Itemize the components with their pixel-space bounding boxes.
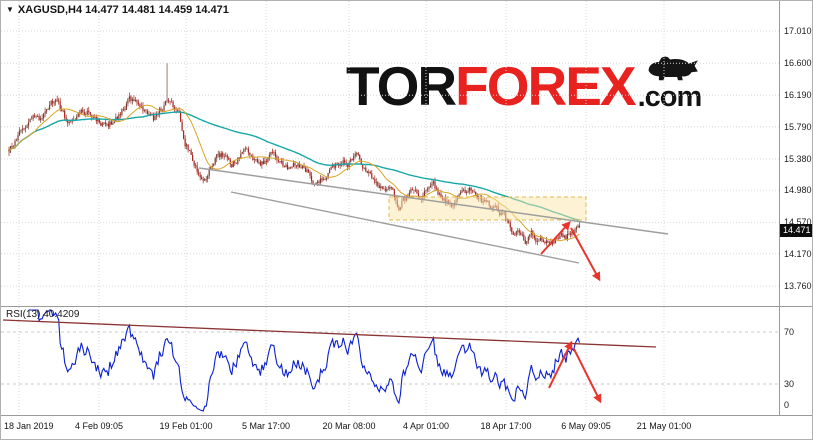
time-axis-label: 18 Apr 17:00	[480, 421, 532, 431]
rsi-level-label: 70	[784, 327, 795, 337]
price-axis-label: 13.760	[784, 281, 812, 291]
time-axis-label: 5 Mar 17:00	[241, 421, 291, 431]
price-axis-label: 16.600	[784, 58, 812, 69]
watermark-text-com: .com	[637, 81, 703, 113]
time-axis-label: 6 May 09:05	[561, 421, 611, 431]
time-axis-label: 4 Feb 09:05	[74, 421, 124, 431]
watermark-right-block: .com	[638, 54, 710, 112]
price-axis-label: 15.380	[784, 153, 812, 164]
current-price-badge: 14.471	[780, 223, 812, 237]
price-axis-label: 14.170	[784, 248, 812, 259]
price-axis-label: 14.570	[784, 217, 812, 228]
price-axis-label: 14.980	[784, 185, 812, 196]
time-axis-label: 4 Apr 01:00	[402, 421, 450, 431]
chart-collapse-icon[interactable]: ▼	[6, 5, 14, 14]
rsi-level-label: 0	[784, 400, 790, 410]
price-axis-label: 17.010	[784, 26, 812, 36]
watermark-text-tor: TOR	[346, 55, 457, 117]
symbol-ohlc-header: ▼ XAGUSD,H4 14.477 14.481 14.459 14.471	[6, 4, 229, 16]
bear-icon	[648, 56, 698, 81]
rsi-level-label: 30	[784, 379, 795, 389]
torforex-watermark: TOR FOREX .com	[346, 55, 710, 117]
symbol-ohlc-text: XAGUSD,H4 14.477 14.481 14.459 14.471	[17, 4, 229, 16]
time-axis-label: 18 Jan 2019	[4, 421, 54, 431]
time-axis-label: 19 Feb 01:00	[159, 421, 213, 431]
time-axis-label: 21 May 01:00	[636, 421, 692, 431]
rsi-indicator-label: RSI(13) 40.4209	[6, 309, 80, 320]
price-axis-label: 16.190	[784, 90, 812, 101]
watermark-text-forex: FOREX	[455, 55, 636, 117]
time-axis-label: 20 Mar 08:00	[322, 421, 376, 431]
price-axis-label: 15.790	[784, 121, 812, 132]
